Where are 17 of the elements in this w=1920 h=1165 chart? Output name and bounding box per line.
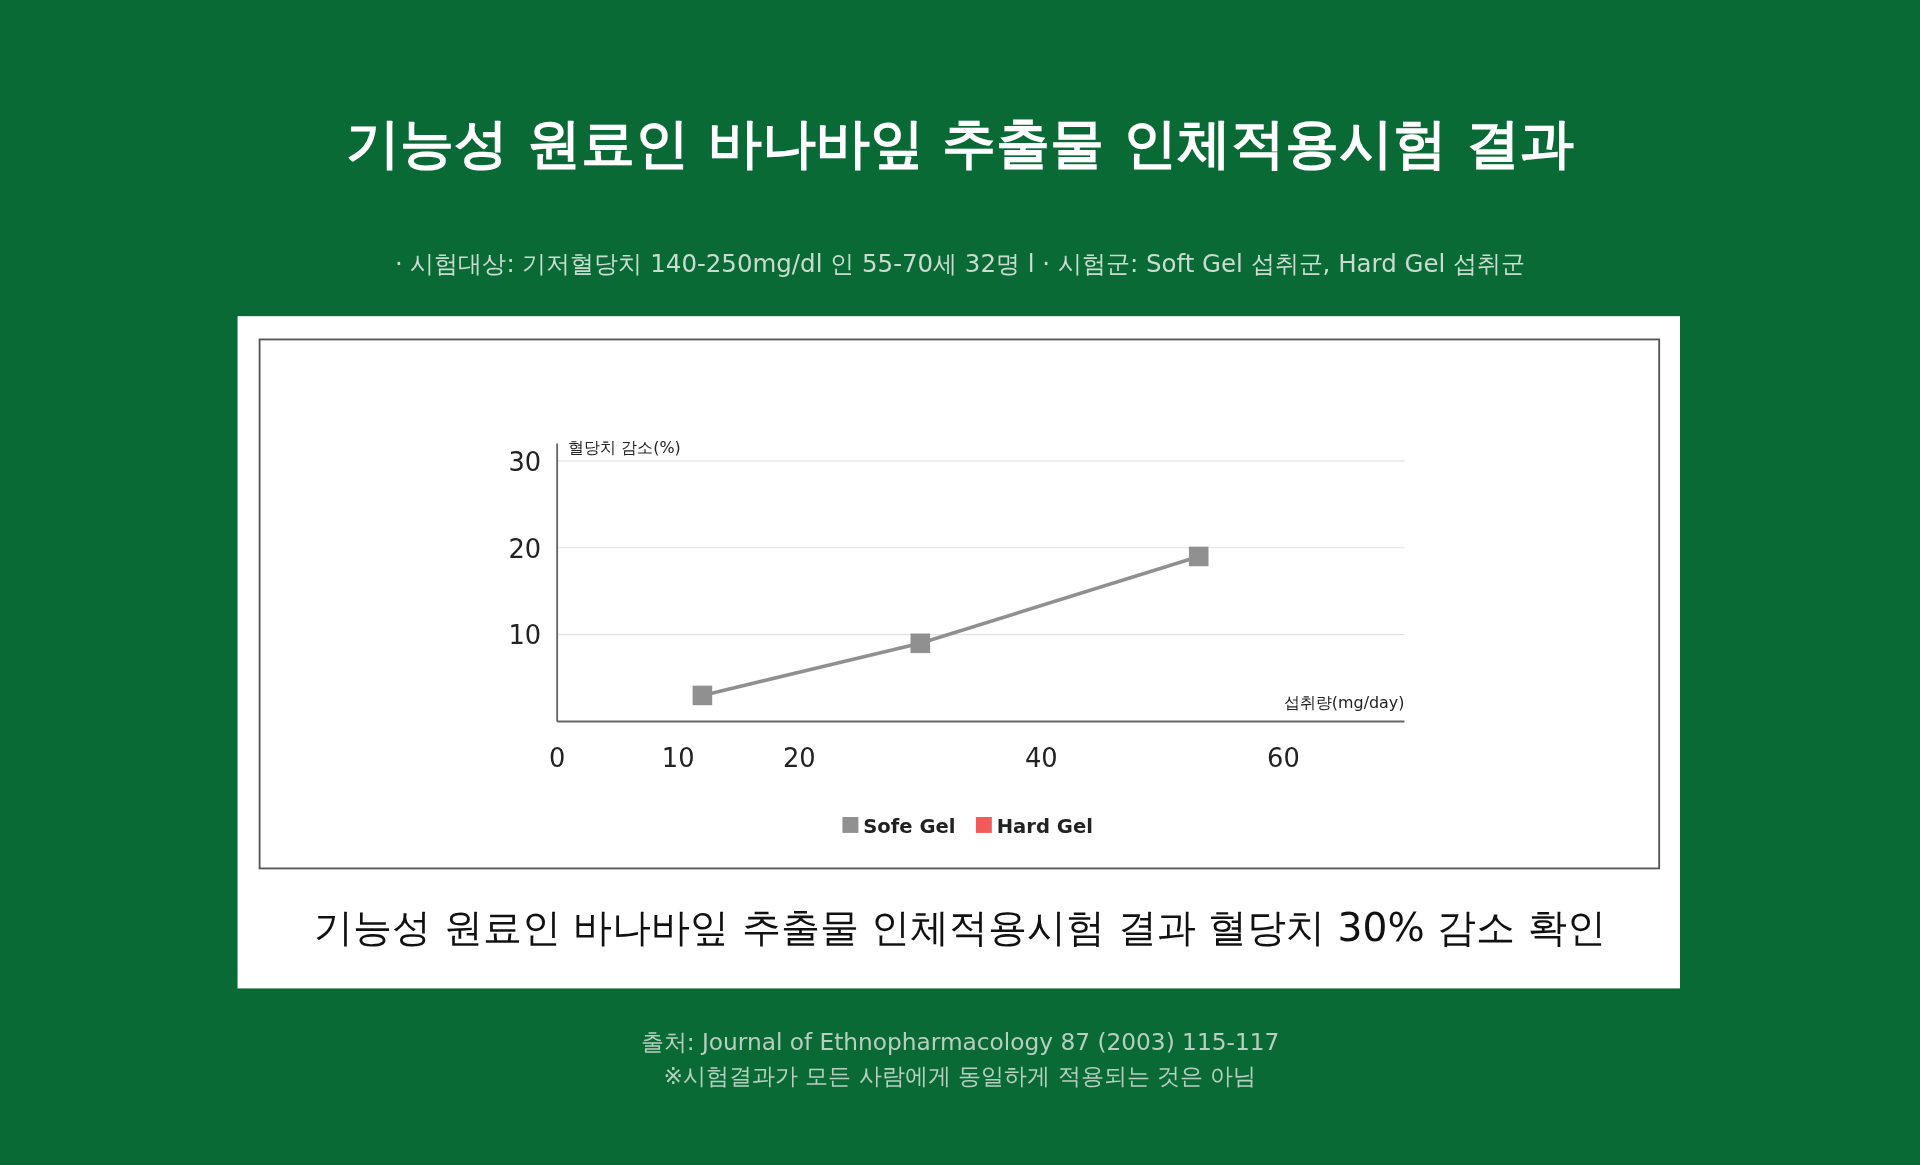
ylabel: 혈당치 감소(%) <box>568 438 681 458</box>
subtitle: · 시험대상: 기저혈당치 140-250mg/dl 인 55-70세 32명 l · 시험군: Soft Gel 섭취군, Hard Gel 섭취군 <box>394 249 1526 279</box>
xlabel: 섭취량(mg/day) <box>1283 693 1405 712</box>
x-tick-label: 0 <box>548 742 566 773</box>
y-tick-label: 20 <box>508 533 542 564</box>
y-tick-label: 10 <box>508 620 542 651</box>
x-tick-label: 10 <box>661 742 695 773</box>
x-tick-label: 60 <box>1267 742 1300 773</box>
legend-label: Hard Gel <box>996 814 1093 838</box>
x-tick-label: 40 <box>1024 742 1058 773</box>
title: 기능성 원료인 바나바잎 추출물 인체적용시험 결과 <box>346 111 1574 175</box>
y-tick-label: 30 <box>508 446 542 477</box>
annotation: 기능성 원료인 바나바잎 추출물 인체적용시험 결과 혈당치 30% 감소 확인 <box>314 904 1606 950</box>
annotation: 출처: Journal of Ethnopharmacology 87 (2003) 115-117 <box>640 1027 1280 1055</box>
legend-label: Sofe Gel <box>863 814 956 838</box>
x-tick-label: 20 <box>782 742 816 773</box>
annotation: ※시험결과가 모든 사람에게 동일하게 적용되는 것은 아님 <box>663 1061 1257 1089</box>
